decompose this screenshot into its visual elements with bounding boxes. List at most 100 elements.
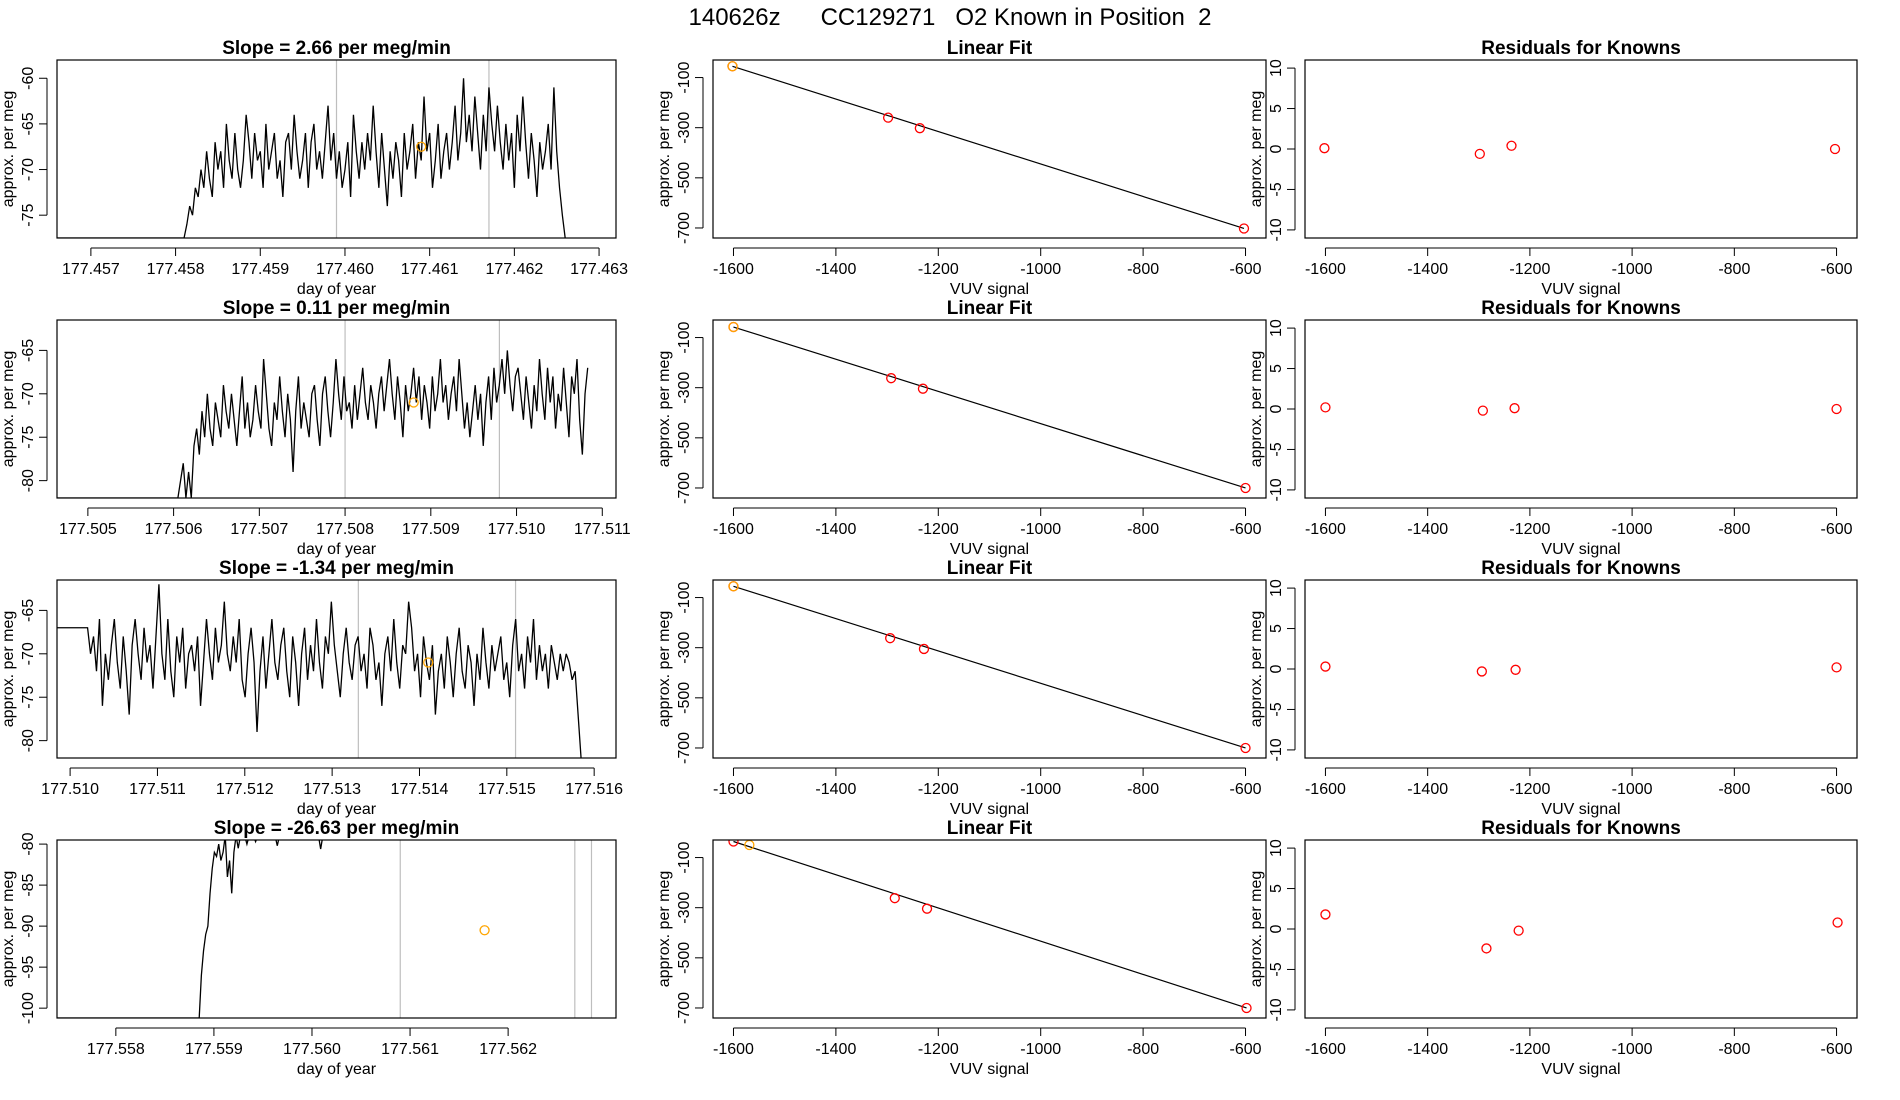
known-point [1240,482,1251,494]
x-axis-label: VUV signal [1541,281,1620,298]
known-point [1481,943,1492,954]
x-tick-label: 177.510 [41,781,99,798]
residuals-panel: Residuals for Knowns -1600 -1400 -1200 -1000… [1248,818,1858,1078]
x-tick-label: -600 [1230,521,1262,538]
x-tick-label: -1200 [918,521,959,538]
known-point [1476,666,1487,677]
x-axis-label: VUV signal [950,1061,1029,1078]
x-tick-label: 177.509 [402,521,460,538]
x-tick-label: -800 [1127,781,1159,798]
x-tick-label: 177.459 [231,261,289,278]
series-line [57,78,566,238]
x-tick-label: -800 [1718,521,1750,538]
y-tick-label: -65 [20,599,37,622]
y-tick-label: -5 [1268,702,1285,716]
plot-frame [712,839,1267,1019]
data-layer [57,60,566,238]
x-tick-label: -1000 [1612,1041,1653,1058]
y-tick-label: -70 [20,382,37,405]
x-tick-label: 177.513 [303,781,361,798]
y-axis-label: approx. per meg [0,611,17,728]
x-tick-label: -1400 [815,521,856,538]
known-point [1474,148,1485,160]
panel-title: Slope = -26.63 per meg/min [214,818,460,839]
x-tick-label: -1000 [1612,261,1653,278]
x-tick-label: -800 [1718,261,1750,278]
y-axis-label: approx. per meg [1248,611,1265,728]
x-axis: -1600 -1400 -1200 -1000 -800 -600 VUV signal [1305,1027,1853,1078]
y-tick-label: 0 [1268,144,1285,153]
y-tick-label: -75 [20,426,37,449]
x-axis: 177.510 177.511 177.512 177.513 177.514 177.5… [41,767,623,818]
x-tick-label: -600 [1821,521,1853,538]
x-axis-label: VUV signal [950,281,1029,298]
x-axis: 177.558 177.559 177.560 177.561 177.562 day o… [87,1027,537,1078]
y-tick-label: -70 [20,158,37,181]
mean-marker [416,141,427,152]
y-tick-label: -85 [20,873,37,896]
known-point [1319,143,1330,154]
y-tick-label: 5 [1268,624,1285,633]
known-point [914,123,926,134]
y-axis-label: approx. per meg [656,871,673,988]
data-layer [728,840,1252,1014]
known-point [882,112,894,123]
known-point [886,373,897,384]
y-tick-label: -100 [20,992,37,1024]
panel-title: Residuals for Knowns [1481,818,1681,839]
data-layer [728,321,1251,494]
y-tick-label: 10 [1268,579,1285,597]
x-axis: -1600 -1400 -1200 -1000 -800 -600 VUV signal [713,767,1262,818]
data-layer [1320,661,1842,677]
known-point [728,840,739,847]
y-axis-label: approx. per meg [0,91,17,208]
x-tick-label: -1400 [1407,1041,1448,1058]
y-tick-label: 10 [1268,59,1285,77]
data-layer [1320,402,1842,416]
x-tick-label: -1400 [815,781,856,798]
x-tick-label: -1000 [1020,521,1061,538]
known-point [889,893,900,904]
x-axis-label: day of year [297,1061,377,1078]
x-tick-label: -1600 [1305,521,1346,538]
panel-title: Residuals for Knowns [1481,558,1681,579]
known-point [1509,403,1520,414]
known-point [918,643,930,655]
x-tick-label: -1200 [918,261,959,278]
y-tick-label: -65 [20,112,37,135]
y-tick-label: 0 [1268,924,1285,933]
linearfit-panel: Linear Fit -1600 -1400 -1200 -1000 -800 -600 VU… [656,818,1267,1078]
known-point [1238,223,1250,234]
y-tick-label: -75 [20,204,37,227]
x-tick-label: -1600 [713,1041,754,1058]
x-axis-label: VUV signal [1541,1061,1620,1078]
panel-title: Slope = -1.34 per meg/min [219,558,454,579]
data-layer [1319,140,1841,160]
x-tick-label: 177.512 [216,781,274,798]
y-tick-label: -10 [1268,998,1285,1021]
data-layer [728,581,1251,754]
plot-frame [56,839,617,1019]
plot-frame [56,59,617,239]
x-axis: -1600 -1400 -1200 -1000 -800 -600 VUV signal [713,1027,1262,1078]
mean-marker [408,397,419,408]
known-point [1513,925,1524,936]
series-line [57,840,323,1018]
x-tick-label: 177.511 [574,521,631,538]
x-axis-label: day of year [297,541,377,558]
y-tick-label: 5 [1268,364,1285,373]
x-tick-label: 177.507 [230,521,288,538]
y-tick-label: -500 [676,942,693,974]
y-tick-label: 0 [1268,404,1285,413]
x-axis-label: day of year [297,281,377,298]
x-tick-label: 177.508 [316,521,374,538]
y-axis-label: approx. per meg [0,871,17,988]
x-tick-label: -1400 [815,261,856,278]
x-axis-label: VUV signal [950,801,1029,818]
y-axis-label: approx. per meg [656,611,673,728]
y-tick-label: -5 [1268,182,1285,196]
y-tick-label: -300 [676,372,693,404]
